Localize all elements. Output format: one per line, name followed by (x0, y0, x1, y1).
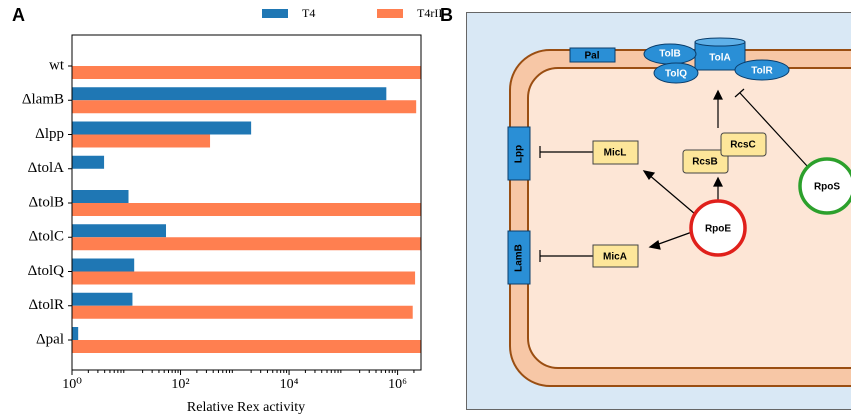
panel-label: A (12, 5, 25, 25)
inner-membrane (528, 68, 851, 368)
x-axis-label: Relative Rex activity (187, 400, 305, 415)
node-label: MicL (604, 148, 627, 159)
legend-label: T4 (302, 6, 315, 20)
y-tick-label: ΔtolC (29, 229, 65, 245)
x-tick-label: 10² (171, 377, 189, 392)
node-label: LamB (514, 244, 525, 272)
legend-swatch (262, 9, 288, 18)
y-tick-label: Δpal (36, 331, 64, 347)
node-label: MicA (603, 252, 627, 263)
bar (72, 272, 415, 285)
y-tick-label: ΔlamB (22, 92, 64, 108)
node-label: RcsC (730, 140, 756, 151)
x-tick-label: 10⁰ (62, 377, 82, 392)
bar (72, 190, 129, 203)
bar (72, 224, 166, 237)
y-tick-label: ΔtolA (28, 160, 64, 176)
node-label: TolQ (665, 69, 687, 80)
node-label: RcsB (692, 157, 718, 168)
node-label: RpoS (814, 182, 840, 193)
x-tick-label: 10⁶ (388, 377, 407, 392)
node-label: Lpp (514, 145, 525, 163)
bar (72, 293, 132, 306)
y-tick-label: ΔtolQ (28, 263, 64, 279)
legend-swatch (377, 9, 403, 18)
bar (72, 340, 421, 353)
bar (72, 87, 386, 100)
node-label: TolB (659, 49, 680, 60)
bar (72, 156, 104, 169)
bar (72, 203, 421, 216)
bar (72, 306, 413, 319)
bar (72, 100, 416, 113)
y-tick-label: ΔtolB (29, 194, 65, 210)
y-tick-label: ΔtolR (29, 297, 65, 313)
bar (72, 327, 78, 340)
node-label: TolR (751, 66, 773, 77)
node-label: RpoE (705, 224, 731, 235)
bar (72, 122, 251, 135)
bar (72, 135, 210, 148)
bar (72, 259, 134, 272)
y-tick-label: Δlpp (35, 126, 64, 142)
chart: 10⁰ 10² 10⁴ 10⁶ wt ΔlamB Δlpp ΔtolA ΔtolB ΔtolC Δt… (22, 6, 442, 392)
node-label: TolA (709, 53, 730, 64)
tola-top (695, 38, 745, 46)
node-label: Pal (584, 51, 599, 62)
y-tick-label: wt (49, 57, 65, 73)
panel-label: B (440, 5, 453, 25)
figure: A Relative Rex activity 10⁰ 10² 10⁴ 10⁶ wt Δl… (0, 0, 851, 420)
bar (72, 237, 421, 250)
bar (72, 66, 421, 79)
x-tick-label: 10⁴ (280, 377, 299, 392)
legend-label: T4rII (417, 6, 442, 20)
